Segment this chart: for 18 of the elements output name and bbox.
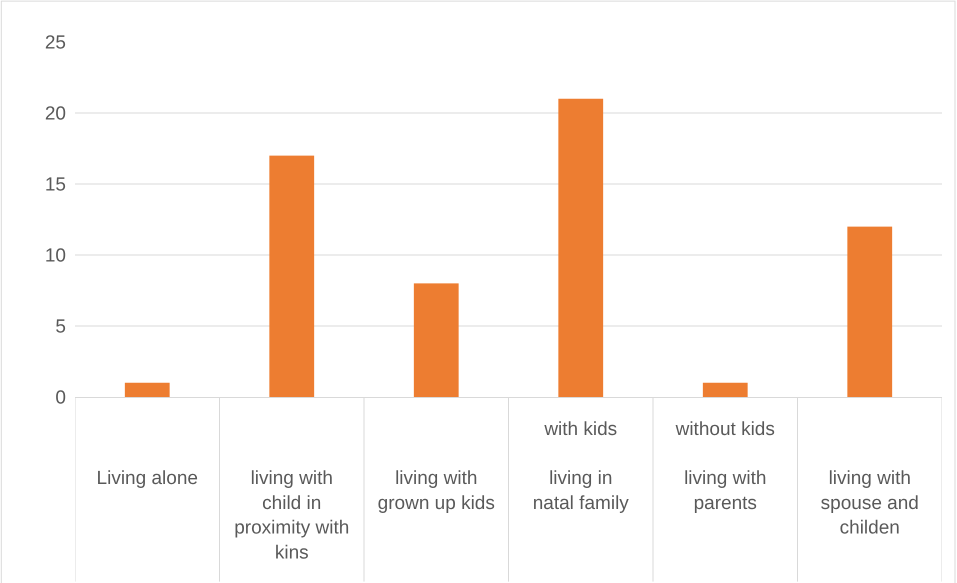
y-tick-label: 0 (55, 388, 66, 409)
x-tick-label: Living alone (96, 468, 198, 490)
x-tick-label: living with child in proximity with kins (234, 468, 350, 564)
bar (414, 283, 459, 397)
bar (702, 382, 748, 397)
y-tick-label: 20 (44, 104, 66, 125)
bar (269, 156, 314, 397)
y-tick-label: 5 (55, 316, 66, 338)
x-tick-label: living with spouse and childen (820, 468, 919, 539)
bar (847, 226, 892, 397)
y-tick-label: 25 (44, 32, 66, 54)
bar (124, 382, 170, 397)
category-label: with kids living in natal family (532, 418, 629, 514)
y-tick-label: 15 (44, 174, 66, 196)
bar (558, 98, 604, 397)
category-label: without kids living with parents (676, 418, 775, 514)
y-tick-label: 10 (44, 246, 66, 267)
x-tick-label: living with grown up kids (378, 468, 495, 514)
